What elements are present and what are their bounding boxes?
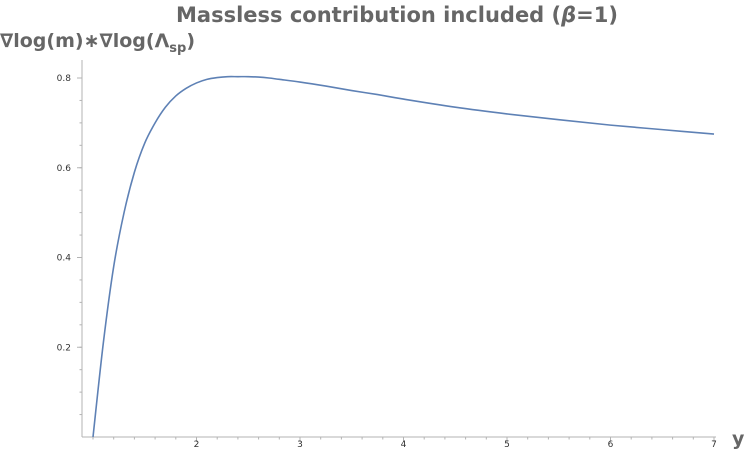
x-tick-label: 4	[401, 440, 407, 450]
y-tick-label: 0.6	[57, 164, 72, 174]
x-tick-label: 3	[297, 440, 303, 450]
x-tick-label: 7	[711, 440, 717, 450]
series-line	[92, 75, 715, 438]
tick-group: 2 3 4 5 6 7 0.2 0.4 0.6 0.8	[57, 74, 717, 450]
x-tick-label: 6	[608, 440, 614, 450]
x-tick-label: 2	[194, 440, 200, 450]
y-tick-label: 0.8	[57, 74, 72, 84]
plot-area	[92, 75, 715, 438]
x-axis-label: y	[732, 428, 745, 450]
y-axis-label: ∇log(m)∗∇log(Λsp)	[0, 30, 195, 56]
y-tick-label: 0.2	[57, 343, 71, 353]
chart-title: Massless contribution included (β=1)	[176, 3, 618, 27]
x-tick-label: 5	[504, 440, 510, 450]
y-tick-label: 0.4	[57, 254, 72, 264]
